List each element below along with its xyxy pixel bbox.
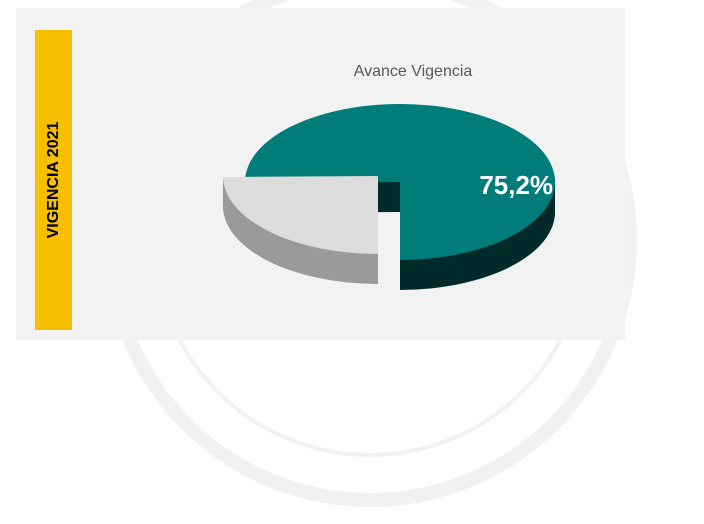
side-label: VIGENCIA 2021 bbox=[45, 122, 62, 239]
pie: 75,2% bbox=[223, 104, 555, 290]
chart-title: Avance Vigencia bbox=[354, 63, 473, 80]
data-label: 75,2% bbox=[479, 170, 553, 200]
side-bar bbox=[35, 30, 72, 330]
pie-slice bbox=[223, 176, 378, 254]
pie-slice bbox=[245, 104, 555, 260]
